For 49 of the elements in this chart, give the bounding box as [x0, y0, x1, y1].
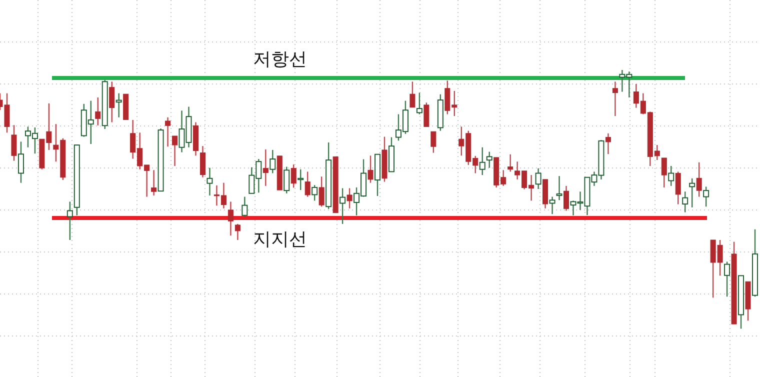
candlestick: [479, 146, 486, 176]
candlestick: [368, 155, 374, 184]
candlestick: [535, 168, 542, 190]
candlestick: [346, 188, 352, 210]
candlestick: [689, 178, 696, 208]
candlestick: [605, 132, 611, 155]
candlestick: [416, 92, 422, 115]
candlestick: [724, 261, 730, 298]
candlestick: [234, 223, 240, 241]
candlestick: [318, 176, 324, 208]
candlestick: [661, 157, 667, 188]
candlestick: [116, 92, 122, 118]
candlestick: [95, 96, 101, 126]
candlestick: [284, 166, 290, 194]
candlestick: [486, 151, 492, 168]
candlestick: [228, 201, 234, 236]
candlestick: [165, 116, 171, 148]
candlestick: [304, 171, 310, 198]
candlestick: [172, 135, 178, 167]
candlestick: [11, 124, 17, 162]
candlestick: [612, 81, 618, 117]
candlestick: [703, 186, 710, 208]
candlestick: [242, 196, 248, 218]
candlestick: [206, 167, 213, 196]
candlestick: [668, 165, 674, 186]
candlestick: [18, 141, 24, 184]
candlestick: [508, 154, 514, 172]
candlestick: [340, 188, 346, 225]
candlestick: [430, 130, 436, 154]
candlestick: [66, 201, 73, 241]
candlestick: [564, 185, 569, 212]
candlestick: [151, 170, 157, 196]
candlestick: [4, 92, 10, 134]
candlestick: [270, 149, 276, 174]
candlestick: [109, 81, 115, 123]
candlestick: [675, 171, 681, 205]
ref-line-label: 지지선: [253, 228, 307, 250]
candlestick: [696, 162, 702, 198]
candlestick: [424, 102, 430, 128]
candlestick: [200, 145, 206, 178]
candlestick: [312, 184, 318, 202]
candlestick: [298, 168, 304, 191]
candlestick: [556, 175, 562, 201]
candlestick: [549, 196, 556, 215]
candlestick: [290, 164, 296, 188]
ref-line-label: 저항선: [253, 49, 307, 70]
candlestick: [682, 190, 688, 213]
candlestick: [262, 148, 268, 186]
candlestick: [410, 81, 416, 108]
